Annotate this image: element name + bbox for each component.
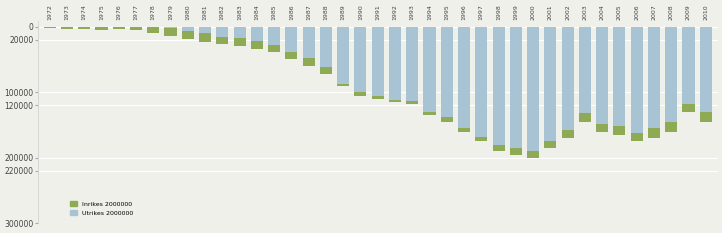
Bar [682, 27, 695, 112]
Bar [579, 27, 591, 113]
Bar [268, 27, 280, 45]
Bar [510, 27, 522, 148]
Bar [43, 27, 56, 28]
Bar [458, 27, 470, 128]
Bar [251, 27, 263, 41]
Bar [285, 27, 297, 51]
Bar [251, 27, 263, 49]
Bar [630, 27, 643, 133]
Bar [303, 27, 315, 58]
Bar [682, 27, 695, 104]
Bar [268, 27, 280, 51]
Bar [199, 27, 211, 42]
Bar [389, 27, 401, 102]
Bar [406, 27, 418, 104]
Bar [320, 27, 332, 74]
Bar [596, 27, 608, 132]
Bar [665, 27, 677, 132]
Bar [165, 27, 177, 28]
Bar [492, 27, 505, 145]
Bar [440, 27, 453, 117]
Bar [217, 27, 228, 44]
Bar [562, 27, 574, 138]
Bar [303, 27, 315, 66]
Bar [406, 27, 418, 101]
Bar [700, 27, 712, 112]
Bar [113, 27, 125, 29]
Bar [355, 27, 367, 96]
Bar [424, 27, 435, 112]
Bar [492, 27, 505, 151]
Legend: Inrikes 2000000, Utrikes 2000000: Inrikes 2000000, Utrikes 2000000 [68, 199, 136, 218]
Bar [78, 27, 90, 29]
Bar [372, 27, 384, 96]
Bar [217, 27, 228, 37]
Bar [475, 27, 487, 137]
Bar [165, 27, 177, 36]
Bar [544, 27, 557, 148]
Bar [648, 27, 660, 128]
Bar [182, 27, 193, 39]
Bar [510, 27, 522, 154]
Bar [614, 27, 625, 126]
Bar [233, 27, 245, 46]
Bar [355, 27, 367, 92]
Bar [544, 27, 557, 141]
Bar [372, 27, 384, 99]
Bar [424, 27, 435, 115]
Bar [475, 27, 487, 141]
Bar [440, 27, 453, 122]
Bar [199, 27, 211, 33]
Bar [579, 27, 591, 122]
Bar [665, 27, 677, 122]
Bar [648, 27, 660, 138]
Bar [130, 27, 142, 30]
Bar [562, 27, 574, 130]
Bar [527, 27, 539, 158]
Bar [61, 27, 73, 29]
Bar [700, 27, 712, 122]
Bar [182, 27, 193, 31]
Bar [95, 27, 108, 30]
Bar [233, 27, 245, 38]
Bar [596, 27, 608, 124]
Bar [285, 27, 297, 59]
Bar [614, 27, 625, 135]
Bar [630, 27, 643, 141]
Bar [458, 27, 470, 132]
Bar [337, 27, 349, 86]
Bar [389, 27, 401, 100]
Bar [147, 27, 160, 33]
Bar [527, 27, 539, 151]
Bar [320, 27, 332, 67]
Bar [337, 27, 349, 84]
